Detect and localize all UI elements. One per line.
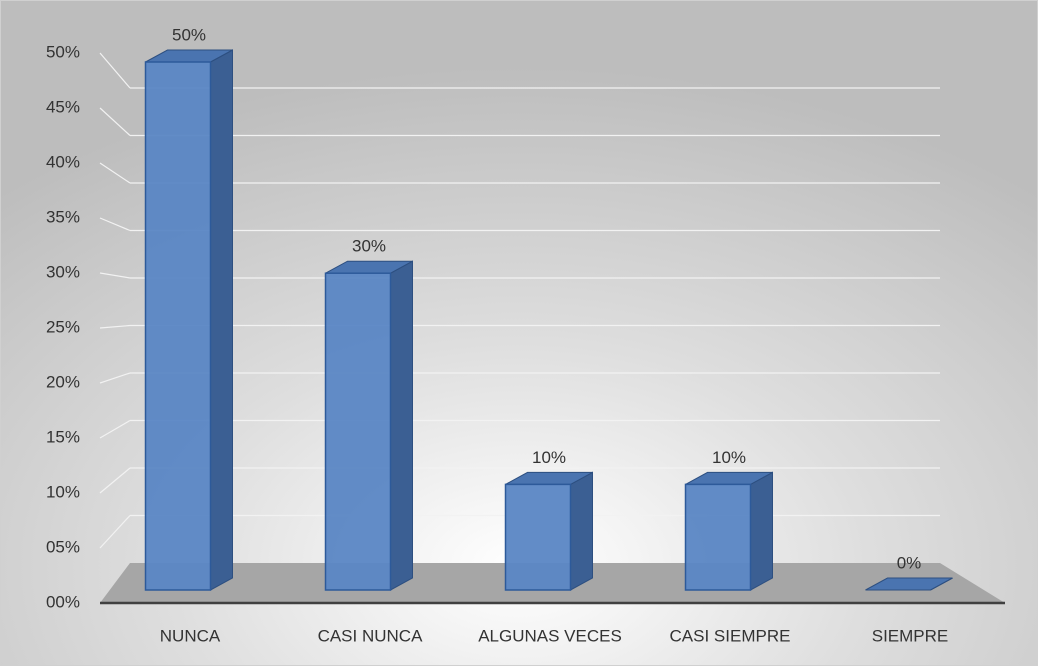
grid-connector (99, 107, 131, 136)
x-tick-label: ALGUNAS VECES (478, 626, 622, 645)
y-tick-label: 40% (46, 152, 80, 171)
y-tick-label: 50% (46, 42, 80, 61)
data-label: 10% (532, 448, 566, 467)
y-tick-label: 00% (46, 592, 80, 611)
y-tick-label: 30% (46, 262, 80, 281)
data-label: 50% (172, 25, 206, 44)
y-tick-label: 35% (46, 207, 80, 226)
grid-connector (99, 419, 131, 439)
grid-connector (99, 217, 131, 232)
y-tick-label: 05% (46, 537, 80, 556)
data-label: 0% (897, 553, 922, 572)
bar-side (210, 49, 233, 591)
bar-side (570, 471, 593, 591)
x-tick-label: NUNCA (160, 626, 221, 645)
bar (684, 483, 752, 591)
grid-connector (99, 515, 131, 549)
grid-connector (99, 372, 131, 384)
bar (144, 61, 212, 591)
grid-connector (99, 324, 131, 329)
x-tick-label: CASI SIEMPRE (670, 626, 791, 645)
grid-connector (99, 467, 131, 494)
grid-connector (99, 52, 131, 89)
grid-connector (99, 162, 131, 184)
bar (504, 483, 572, 591)
bar (324, 272, 392, 591)
data-label: 30% (352, 237, 386, 256)
y-tick-label: 25% (46, 317, 80, 336)
y-tick-label: 45% (46, 97, 80, 116)
bar-side (390, 260, 413, 591)
x-tick-label: SIEMPRE (872, 626, 949, 645)
y-tick-label: 15% (46, 427, 80, 446)
y-tick-label: 10% (46, 482, 80, 501)
grid-connector (99, 272, 131, 279)
bar-side (750, 471, 773, 591)
bar-top (865, 577, 953, 591)
data-label: 10% (712, 448, 746, 467)
x-tick-label: CASI NUNCA (318, 626, 424, 645)
y-tick-label: 20% (46, 372, 80, 391)
